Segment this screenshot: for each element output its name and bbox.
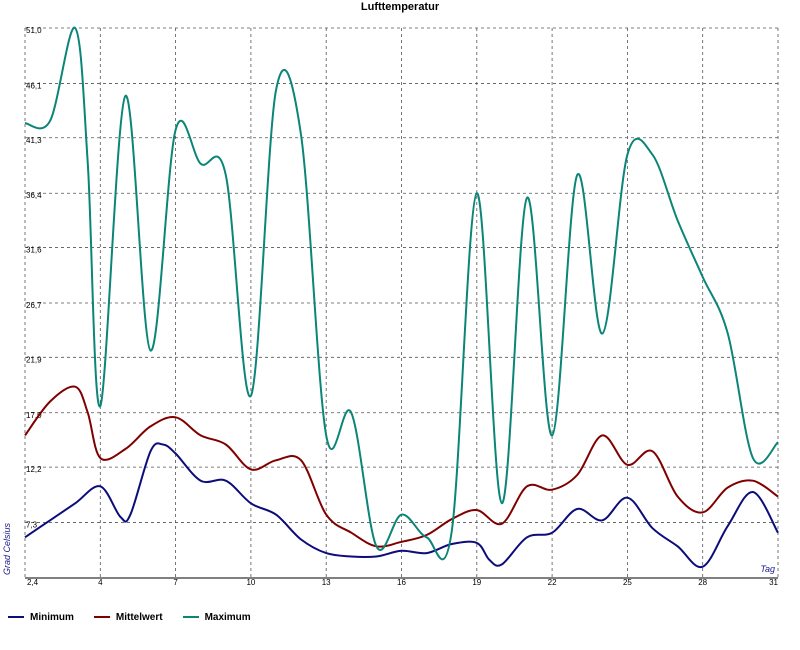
legend-label-minimum: Minimum — [30, 611, 74, 623]
chart-title: Lufttemperatur — [361, 1, 440, 13]
legend-item-mittelwert: Mittelwert — [93, 611, 163, 623]
x-tick-label: 7 — [173, 578, 178, 587]
y-tick-label: 21,9 — [26, 355, 42, 364]
legend-label-mittelwert: Mittelwert — [115, 611, 163, 623]
legend: Minimum Mittelwert Maximum — [8, 609, 271, 625]
y-axis-label: Grad Celsius — [2, 522, 12, 575]
x-axis-label: Tag — [760, 564, 775, 574]
y-tick-label: 26,7 — [26, 301, 42, 310]
x-tick-label: 25 — [623, 578, 632, 587]
series-line-maximum — [24, 26, 779, 561]
legend-swatch-mittelwert — [93, 616, 110, 618]
y-tick-label: 51,0 — [26, 26, 42, 35]
series-line-minimum — [24, 442, 779, 569]
x-tick-label: 13 — [322, 578, 331, 587]
x-tick-label: 19 — [472, 578, 481, 587]
y-tick-label: 17,0 — [26, 411, 42, 420]
legend-swatch-minimum — [8, 616, 24, 618]
x-tick-label: 22 — [548, 578, 557, 587]
x-tick-label: 16 — [397, 578, 406, 587]
legend-label-maximum: Maximum — [204, 611, 251, 623]
series-lines — [24, 26, 779, 569]
legend-item-minimum: Minimum — [8, 612, 74, 623]
y-tick-label: 41,3 — [26, 136, 42, 145]
y-tick-label: 12,2 — [26, 465, 42, 474]
y-tick-label: 31,6 — [26, 246, 42, 255]
series-line-mittelwert — [24, 385, 779, 548]
y-tick-label: 2,4 — [27, 578, 39, 587]
y-tick-label: 46,1 — [26, 81, 42, 90]
x-tick-label: 4 — [98, 578, 103, 587]
legend-item-maximum: Maximum — [182, 611, 251, 623]
y-tick-label: 36,4 — [26, 191, 42, 200]
x-tick-label: 31 — [769, 578, 778, 587]
x-tick-labels: 4 7 10 13 16 19 22 25 28 31 — [98, 578, 778, 587]
legend-swatch-maximum — [182, 616, 199, 618]
x-tick-label: 28 — [698, 578, 707, 587]
y-tick-labels: 2,4 7,3 12,2 17,0 21,9 26,7 31,6 36,4 41,3 46,1 51… — [26, 26, 42, 587]
y-tick-label: 7,3 — [26, 521, 38, 530]
x-tick-label: 10 — [246, 578, 255, 587]
grid-lines — [24, 27, 779, 578]
